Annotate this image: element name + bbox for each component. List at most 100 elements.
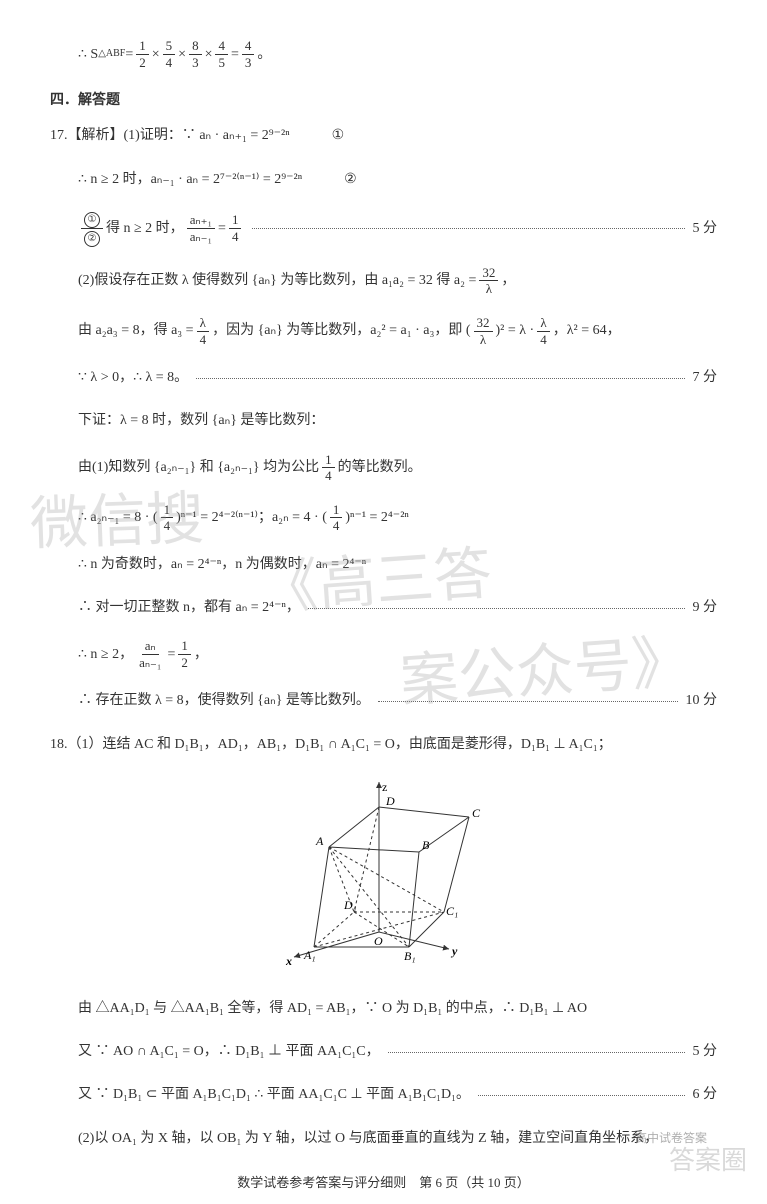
q17-line5: 由 a₂a₃ = 8，得 a₃ = λ4 ，因为 {aₙ} 为等比数列，a₂² …	[50, 315, 717, 347]
text: 由 a₂a₃ = 8，得 a₃ =	[78, 318, 194, 343]
fraction: 14	[322, 452, 335, 484]
fraction: 14	[330, 502, 343, 534]
q18-head: 18.（1）连结 AC 和 D₁B₁，AD₁，AB₁，D₁B₁ ∩ A₁C₁ =…	[50, 732, 717, 757]
q17-line10: ∴ n 为奇数时，aₙ = 2⁴⁻ⁿ，n 为偶数时，aₙ = 2⁴⁻ⁿ	[50, 552, 717, 577]
svg-text:C₁: C₁	[446, 904, 458, 918]
fraction: 32λ	[474, 315, 493, 347]
score-label: 9 分	[693, 595, 718, 620]
page-footer: 数学试卷参考答案与评分细则 第 6 页（共 10 页）	[50, 1171, 717, 1194]
q17-line2: ∴ n ≥ 2 时，aₙ₋₁ · aₙ = 2⁷⁻²⁽ⁿ⁻¹⁾ = 2⁹⁻²ⁿ …	[50, 167, 717, 192]
text: ∴ a₂ₙ₋₁ = 8 · (	[78, 505, 158, 530]
text: ×	[178, 42, 186, 67]
text: ，	[501, 268, 515, 293]
score-label: 5 分	[693, 1039, 718, 1064]
text: ∴ S	[78, 42, 98, 67]
subscript: △ABF	[98, 45, 125, 63]
svg-text:x: x	[285, 954, 292, 967]
svg-text:B₁: B₁	[404, 949, 416, 963]
text: 又 ∵ D₁B₁ ⊂ 平面 A₁B₁C₁D₁ ∴ 平面 AA₁C₁C ⊥ 平面 …	[78, 1082, 470, 1107]
dotted-leader	[478, 1094, 684, 1096]
q17-line13: ∴ 存在正数 λ = 8，使得数列 {aₙ} 是等比数列。 10 分	[50, 688, 717, 713]
text: 由(1)知数列 {a₂ₙ₋₁} 和 {a₂ₙ₋₁} 均为公比	[78, 455, 319, 480]
dotted-leader	[388, 1051, 685, 1053]
text: 。	[257, 42, 271, 67]
text: 下证：λ = 8 时，数列 {aₙ} 是等比数列：	[78, 408, 324, 433]
q18-line3: 又 ∵ AO ∩ A₁C₁ = O，∴ D₁B₁ ⊥ 平面 AA₁C₁C， 5 …	[50, 1039, 717, 1064]
fraction: 83	[189, 38, 202, 70]
dotted-leader	[196, 377, 684, 379]
q17-line9: ∴ a₂ₙ₋₁ = 8 · ( 14 )ⁿ⁻¹ = 2⁴⁻²⁽ⁿ⁻¹⁾；a₂ₙ …	[50, 502, 717, 534]
text: 的等比数列。	[338, 455, 422, 480]
text: 18.（1）连结 AC 和 D₁B₁，AD₁，AB₁，D₁B₁ ∩ A₁C₁ =…	[50, 732, 612, 757]
q17-head: 17.【解析】(1)证明：∵ aₙ · aₙ₊₁ = 2⁹⁻²ⁿ ①	[50, 123, 717, 148]
fraction: 43	[242, 38, 255, 70]
fraction: 12	[178, 638, 191, 670]
text: ×	[205, 42, 213, 67]
q17-line7: 下证：λ = 8 时，数列 {aₙ} 是等比数列：	[50, 408, 717, 433]
text: ，λ² = 64，	[553, 318, 621, 343]
watermark-bottom: 答案圈	[669, 1137, 747, 1184]
score-label: 7 分	[693, 365, 718, 390]
text: 又 ∵ AO ∩ A₁C₁ = O，∴ D₁B₁ ⊥ 平面 AA₁C₁C，	[78, 1039, 380, 1064]
formula-s-abf: ∴ S △ABF = 12 × 54 × 83 × 45 = 43 。	[50, 38, 717, 70]
svg-text:O: O	[374, 934, 383, 948]
text: )ⁿ⁻¹ = 2⁴⁻²ⁿ	[345, 505, 408, 530]
fraction: 14	[229, 212, 242, 244]
fraction: 12	[136, 38, 149, 70]
text: 得 n ≥ 2 时，	[106, 216, 184, 241]
dotted-leader	[308, 607, 685, 609]
text: =	[218, 216, 226, 241]
text: )² = λ ·	[496, 318, 535, 343]
text: ∴ 存在正数 λ = 8，使得数列 {aₙ} 是等比数列。	[78, 688, 370, 713]
text: (2)以 OA₁ 为 X 轴，以 OB₁ 为 Y 轴，以过 O 与底面垂直的直线…	[78, 1126, 658, 1151]
text: =	[231, 42, 239, 67]
text: ∴ n ≥ 2，	[78, 642, 133, 667]
q18-line2: 由 △AA₁D₁ 与 △AA₁B₁ 全等，得 AD₁ = AB₁，∵ O 为 D…	[50, 996, 717, 1021]
watermark-text: 案公众号》	[397, 610, 694, 734]
q17-line6: ∵ λ > 0，∴ λ = 8。 7 分	[50, 365, 717, 390]
fraction: λ4	[197, 315, 210, 347]
q17-line4: (2)假设存在正数 λ 使得数列 {aₙ} 为等比数列，由 a₁a₂ = 32 …	[50, 265, 717, 297]
fraction: 14	[161, 502, 174, 534]
svg-text:D: D	[385, 794, 395, 808]
prism-diagram-svg: z D C A B D₁ C₁ A₁ B₁ O x y	[274, 777, 494, 967]
text: ，	[194, 642, 208, 667]
fraction: aₙ₊₁aₙ₋₁	[187, 212, 215, 244]
dotted-leader	[252, 227, 684, 229]
dotted-leader	[378, 700, 678, 702]
fraction: 45	[215, 38, 228, 70]
fraction: λ4	[537, 315, 550, 347]
q17-line12: ∴ n ≥ 2， aₙaₙ₋₁ = 12 ，	[50, 638, 717, 670]
fraction-circled: ① ②	[81, 210, 103, 247]
text: 17.【解析】(1)证明：∵ aₙ · aₙ₊₁ = 2⁹⁻²ⁿ ①	[50, 123, 344, 148]
text: 由 △AA₁D₁ 与 △AA₁B₁ 全等，得 AD₁ = AB₁，∵ O 为 D…	[78, 996, 587, 1021]
text: ∵ λ > 0，∴ λ = 8。	[78, 365, 188, 390]
q18-line5: (2)以 OA₁ 为 X 轴，以 OB₁ 为 Y 轴，以过 O 与底面垂直的直线…	[50, 1126, 717, 1151]
q17-line11: ∴ 对一切正整数 n，都有 aₙ = 2⁴⁻ⁿ， 9 分	[50, 595, 717, 620]
svg-text:A₁: A₁	[303, 948, 316, 962]
text: ∴ 对一切正整数 n，都有 aₙ = 2⁴⁻ⁿ，	[78, 595, 300, 620]
text: ×	[152, 42, 160, 67]
svg-text:C: C	[472, 806, 481, 820]
text: ∴ n ≥ 2 时，aₙ₋₁ · aₙ = 2⁷⁻²⁽ⁿ⁻¹⁾ = 2⁹⁻²ⁿ …	[78, 167, 357, 192]
geometry-diagram: z D C A B D₁ C₁ A₁ B₁ O x y	[50, 777, 717, 976]
score-label: 10 分	[686, 688, 718, 713]
q17-line3: ① ② 得 n ≥ 2 时， aₙ₊₁aₙ₋₁ = 14 5 分	[50, 210, 717, 247]
svg-text:y: y	[450, 944, 458, 958]
score-label: 5 分	[693, 216, 718, 241]
q17-line8: 由(1)知数列 {a₂ₙ₋₁} 和 {a₂ₙ₋₁} 均为公比 14 的等比数列。	[50, 452, 717, 484]
text: ∴ n 为奇数时，aₙ = 2⁴⁻ⁿ，n 为偶数时，aₙ = 2⁴⁻ⁿ	[78, 552, 366, 577]
text: =	[167, 642, 175, 667]
text: )ⁿ⁻¹ = 2⁴⁻²⁽ⁿ⁻¹⁾；a₂ₙ = 4 · (	[176, 505, 327, 530]
text: ，因为 {aₙ} 为等比数列，a₂² = a₁ · a₃，即 (	[212, 318, 470, 343]
fraction: 32λ	[479, 265, 498, 297]
text: (2)假设存在正数 λ 使得数列 {aₙ} 为等比数列，由 a₁a₂ = 32 …	[78, 268, 476, 293]
text: =	[125, 42, 133, 67]
watermark-text: 《高三答	[257, 522, 496, 642]
svg-text:z: z	[382, 780, 387, 794]
q18-line4: 又 ∵ D₁B₁ ⊂ 平面 A₁B₁C₁D₁ ∴ 平面 AA₁C₁C ⊥ 平面 …	[50, 1082, 717, 1107]
fraction: aₙaₙ₋₁	[136, 638, 164, 670]
svg-text:A: A	[315, 834, 324, 848]
fraction: 54	[163, 38, 176, 70]
section-4-title: 四．解答题	[50, 88, 717, 113]
